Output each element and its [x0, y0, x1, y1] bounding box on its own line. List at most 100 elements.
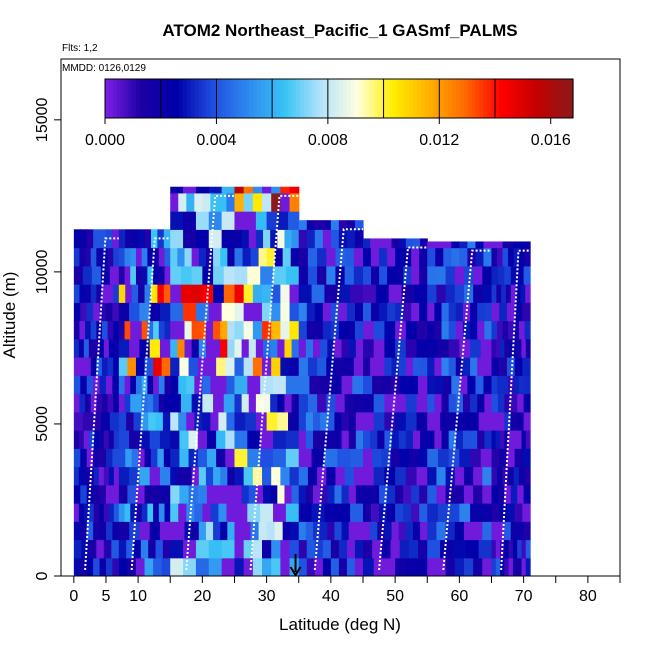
heatmap-cell [317, 357, 327, 376]
heatmap-cell [491, 338, 497, 358]
heatmap-cell [234, 430, 248, 449]
heatmap-cell [405, 411, 418, 431]
heatmap-cell [522, 357, 531, 376]
heatmap-cell [170, 247, 178, 267]
heatmap-cell [482, 484, 493, 504]
heatmap-cell [73, 539, 82, 559]
heatmap-cell [346, 220, 356, 230]
heatmap-cell [395, 484, 404, 504]
colorbar-tick-label: 0.008 [308, 132, 348, 149]
heatmap-cell [194, 375, 203, 395]
heatmap-cell [79, 247, 86, 267]
heatmap-cell [482, 557, 493, 576]
heatmap-cell [109, 411, 120, 431]
heatmap-cell [243, 186, 254, 194]
y-tick-label: 0 [34, 571, 51, 580]
heatmap-cell [309, 375, 321, 395]
heatmap-cell [419, 484, 428, 504]
heatmap-cell [307, 247, 318, 267]
heatmap-cell [129, 338, 140, 358]
heatmap-cell [420, 357, 428, 376]
heatmap-cell [273, 375, 287, 395]
heatmap-cell [348, 484, 357, 504]
flight-track [249, 194, 299, 570]
heatmap-cell [170, 302, 184, 322]
heatmap-cell [149, 430, 161, 449]
heatmap-cell [133, 411, 142, 431]
heatmap-cell [320, 411, 328, 431]
heatmap-cell [362, 393, 375, 413]
heatmap-cell [434, 393, 443, 413]
heatmap-cell [298, 557, 308, 576]
heatmap-cell [277, 229, 286, 249]
heatmap-cell [500, 338, 505, 358]
heatmap-cell [280, 284, 291, 303]
heatmap-cell [226, 503, 236, 522]
heatmap-cell [85, 357, 92, 376]
heatmap-cell [153, 320, 160, 340]
heatmap-cell [243, 284, 254, 303]
heatmap-cell [298, 393, 309, 413]
heatmap-cell [427, 539, 441, 559]
heatmap-cell [277, 411, 289, 431]
heatmap-cell [86, 229, 94, 249]
heatmap-cell [504, 430, 510, 449]
heatmap-cell [330, 302, 340, 322]
heatmap-cell [483, 375, 493, 395]
heatmap-cell [436, 466, 447, 486]
heatmap-cell [314, 220, 324, 230]
colorbar-ticks: 0.000 0.004 0.008 0.012 0.016 [85, 118, 571, 149]
heatmap-cell [327, 430, 336, 449]
heatmap-cell [291, 393, 300, 413]
heatmap-cell [157, 448, 165, 468]
heatmap-cell [454, 484, 465, 504]
heatmap-cell [135, 357, 146, 376]
colorbar-swatch [296, 79, 301, 118]
heatmap-cell [234, 375, 248, 395]
colorbar-swatch [327, 79, 332, 118]
heatmap-cell [334, 411, 343, 431]
heatmap-cell [252, 192, 263, 212]
heatmap-cell [445, 557, 456, 576]
heatmap-cell [105, 448, 114, 468]
heatmap-cell [522, 503, 531, 522]
heatmap-cell [306, 320, 316, 340]
heatmap-cell [354, 557, 364, 576]
heatmap-cell [262, 539, 272, 559]
colorbar-swatch [284, 79, 289, 118]
heatmap-cell [252, 466, 263, 486]
colorbar-swatch [510, 79, 516, 118]
heatmap-cell [353, 247, 364, 267]
heatmap-cell [440, 411, 454, 431]
heatmap-cell [183, 557, 197, 576]
heatmap-cell [202, 411, 211, 431]
heatmap-cell [504, 557, 510, 576]
heatmap-cell [317, 393, 327, 413]
heatmap-cell [491, 241, 498, 249]
heatmap-cell [262, 186, 272, 194]
heatmap-cell [277, 484, 286, 504]
heatmap-cell [118, 284, 126, 303]
heatmap-cell [427, 448, 439, 468]
heatmap-cell [141, 503, 148, 522]
heatmap-cell [225, 357, 236, 376]
heatmap-cell [73, 448, 81, 468]
heatmap-cell [504, 411, 512, 431]
heatmap-cell [158, 265, 166, 285]
heatmap-cell [305, 338, 314, 358]
heatmap-cell [338, 320, 348, 340]
heatmap-cell [107, 247, 114, 267]
heatmap-cell [395, 411, 407, 431]
heatmap-cell [103, 430, 110, 449]
heatmap-cell [470, 302, 478, 322]
heatmap-cell [216, 430, 226, 449]
x-tick-label: 50 [386, 588, 404, 605]
heatmap-cell [73, 320, 81, 340]
heatmap-cell [274, 247, 284, 267]
heatmap-cell [337, 284, 351, 303]
colorbar-swatch [210, 79, 215, 118]
heatmap-cell [484, 430, 493, 449]
heatmap-cell [242, 247, 252, 267]
heatmap-cell [285, 448, 300, 468]
heatmap-cell [330, 557, 340, 576]
